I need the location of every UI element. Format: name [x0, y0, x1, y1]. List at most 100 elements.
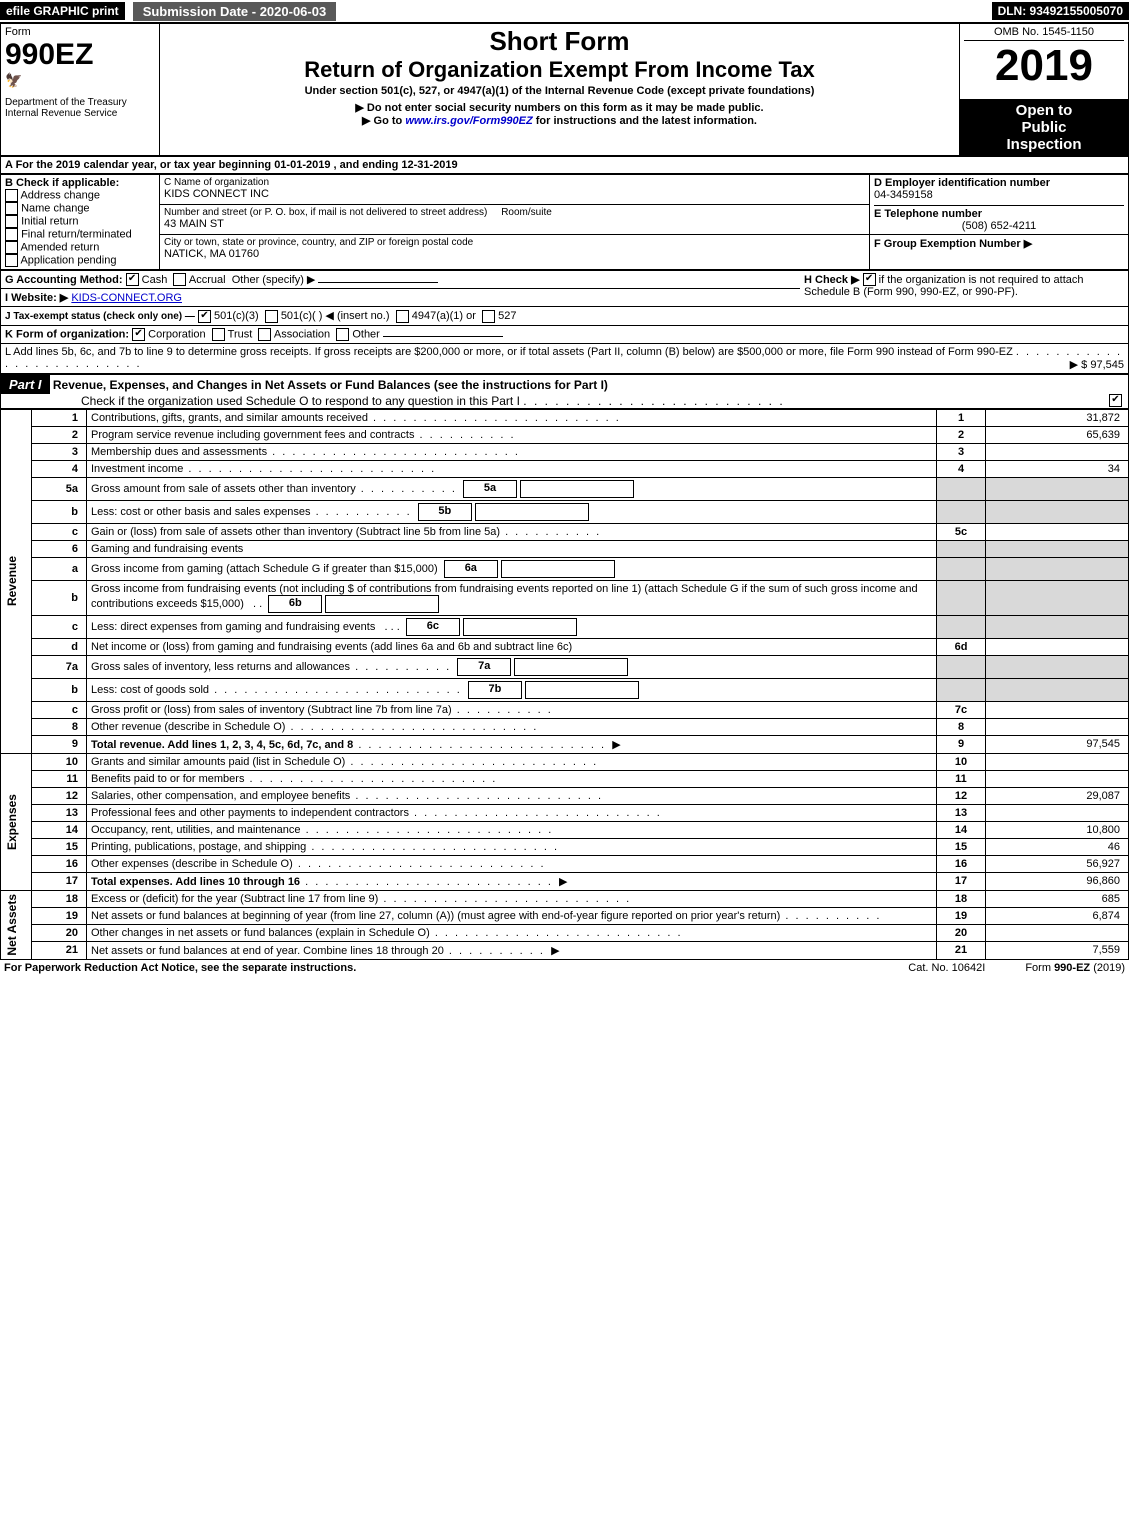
ssn-warning: ▶ Do not enter social security numbers o…	[164, 101, 955, 114]
addr-change-checkbox[interactable]	[5, 189, 18, 202]
line-6b-num: b	[32, 580, 87, 615]
other-org-checkbox[interactable]	[336, 328, 349, 341]
trust-checkbox[interactable]	[212, 328, 225, 341]
line-3-num: 3	[32, 443, 87, 460]
corp-checkbox[interactable]	[132, 328, 145, 341]
dln-label: DLN: 93492155005070	[992, 2, 1129, 20]
line-19-num: 19	[32, 907, 87, 924]
line-5a-text: Gross amount from sale of assets other t…	[91, 483, 356, 495]
initial-checkbox[interactable]	[5, 215, 18, 228]
line-6b-text: Gross income from fundraising events (no…	[91, 583, 918, 610]
box-h-text1: H Check ▶	[804, 274, 860, 286]
under-section: Under section 501(c), 527, or 4947(a)(1)…	[164, 85, 955, 97]
line-7a-box: 7a	[457, 658, 511, 676]
527-label: 527	[498, 310, 516, 322]
h-checkbox[interactable]	[863, 273, 876, 286]
line-3-amt	[986, 443, 1129, 460]
line-18-text: Excess or (deficit) for the year (Subtra…	[91, 893, 378, 905]
line-8-ref: 8	[937, 718, 986, 735]
line-6b-ref	[937, 580, 986, 615]
line-2-ref: 2	[937, 426, 986, 443]
form-word: Form	[5, 26, 155, 38]
line-9-ref: 9	[937, 735, 986, 753]
trust-label: Trust	[228, 328, 253, 340]
amended-checkbox[interactable]	[5, 241, 18, 254]
submission-date: Submission Date - 2020-06-03	[133, 2, 337, 21]
corp-label: Corporation	[148, 328, 205, 340]
line-16-amt: 56,927	[986, 855, 1129, 872]
box-l-amount: ▶ $ 97,545	[1070, 358, 1124, 371]
line-7a-num: 7a	[32, 655, 87, 678]
pending-checkbox[interactable]	[5, 254, 18, 267]
schedule-o-checkbox[interactable]	[1109, 394, 1122, 407]
line-6-ref	[937, 540, 986, 557]
4947-label: 4947(a)(1) or	[412, 310, 476, 322]
line-21-num: 21	[32, 941, 87, 959]
line-17-num: 17	[32, 872, 87, 890]
line-18-num: 18	[32, 890, 87, 907]
line-17-ref: 17	[937, 872, 986, 890]
line-21-text: Net assets or fund balances at end of ye…	[91, 945, 444, 957]
goto-link[interactable]: ▶ Go to www.irs.gov/Form990EZ for instru…	[164, 114, 955, 127]
line-6b-amt	[986, 580, 1129, 615]
name-change-checkbox[interactable]	[5, 202, 18, 215]
street-value: 43 MAIN ST	[164, 218, 865, 230]
assoc-checkbox[interactable]	[258, 328, 271, 341]
form-number: 990EZ	[5, 38, 155, 72]
line-18-amt: 685	[986, 890, 1129, 907]
public: Public	[964, 119, 1124, 136]
other-org-label: Other	[352, 328, 380, 340]
line-5c-num: c	[32, 523, 87, 540]
other-method-label: Other (specify) ▶	[232, 274, 316, 286]
return-title: Return of Organization Exempt From Incom…	[164, 57, 955, 83]
line-5c-amt	[986, 523, 1129, 540]
line-2-text: Program service revenue including govern…	[91, 429, 414, 441]
line-12-amt: 29,087	[986, 787, 1129, 804]
line-2-amt: 65,639	[986, 426, 1129, 443]
line-5a-amt	[986, 477, 1129, 500]
line-10-amt	[986, 753, 1129, 770]
accrual-checkbox[interactable]	[173, 273, 186, 286]
final-checkbox[interactable]	[5, 228, 18, 241]
line-5a-val	[520, 480, 634, 498]
4947-checkbox[interactable]	[396, 310, 409, 323]
cash-checkbox[interactable]	[126, 273, 139, 286]
line-3-ref: 3	[937, 443, 986, 460]
line-21-amt: 7,559	[986, 941, 1129, 959]
line-11-amt	[986, 770, 1129, 787]
line-7b-val	[525, 681, 639, 699]
line-13-amt	[986, 804, 1129, 821]
org-name: KIDS CONNECT INC	[164, 188, 865, 200]
box-c-label: C Name of organization	[164, 177, 865, 188]
line-20-text: Other changes in net assets or fund bala…	[91, 927, 430, 939]
line-19-ref: 19	[937, 907, 986, 924]
line-6d-num: d	[32, 638, 87, 655]
line-1-amt: 31,872	[986, 409, 1129, 426]
line-7b-ref	[937, 678, 986, 701]
line-6a-box: 6a	[444, 560, 498, 578]
top-bar: efile GRAPHIC print Submission Date - 20…	[0, 0, 1129, 23]
inspection: Inspection	[964, 136, 1124, 153]
entity-block: B Check if applicable: Address change Na…	[0, 174, 1129, 270]
financial-table: Revenue 1 Contributions, gifts, grants, …	[0, 409, 1129, 960]
line-6a-num: a	[32, 557, 87, 580]
line-7b-box: 7b	[468, 681, 522, 699]
527-checkbox[interactable]	[482, 310, 495, 323]
revenue-side-label: Revenue	[5, 556, 19, 606]
501c3-label: 501(c)(3)	[214, 310, 259, 322]
line-7a-amt	[986, 655, 1129, 678]
line-16-num: 16	[32, 855, 87, 872]
501c3-checkbox[interactable]	[198, 310, 211, 323]
501c-checkbox[interactable]	[265, 310, 278, 323]
part1-title: Revenue, Expenses, and Changes in Net As…	[53, 378, 608, 392]
501c-label: 501(c)( ) ◀ (insert no.)	[281, 310, 390, 322]
initial-label: Initial return	[21, 215, 78, 227]
website-link[interactable]: KIDS-CONNECT.ORG	[71, 292, 182, 304]
line-7a-val	[514, 658, 628, 676]
box-l-text: L Add lines 5b, 6c, and 7b to line 9 to …	[5, 346, 1013, 358]
line-10-text: Grants and similar amounts paid (list in…	[91, 756, 345, 768]
line-14-ref: 14	[937, 821, 986, 838]
efile-label[interactable]: efile GRAPHIC print	[0, 2, 125, 20]
line-21-ref: 21	[937, 941, 986, 959]
line-4-ref: 4	[937, 460, 986, 477]
